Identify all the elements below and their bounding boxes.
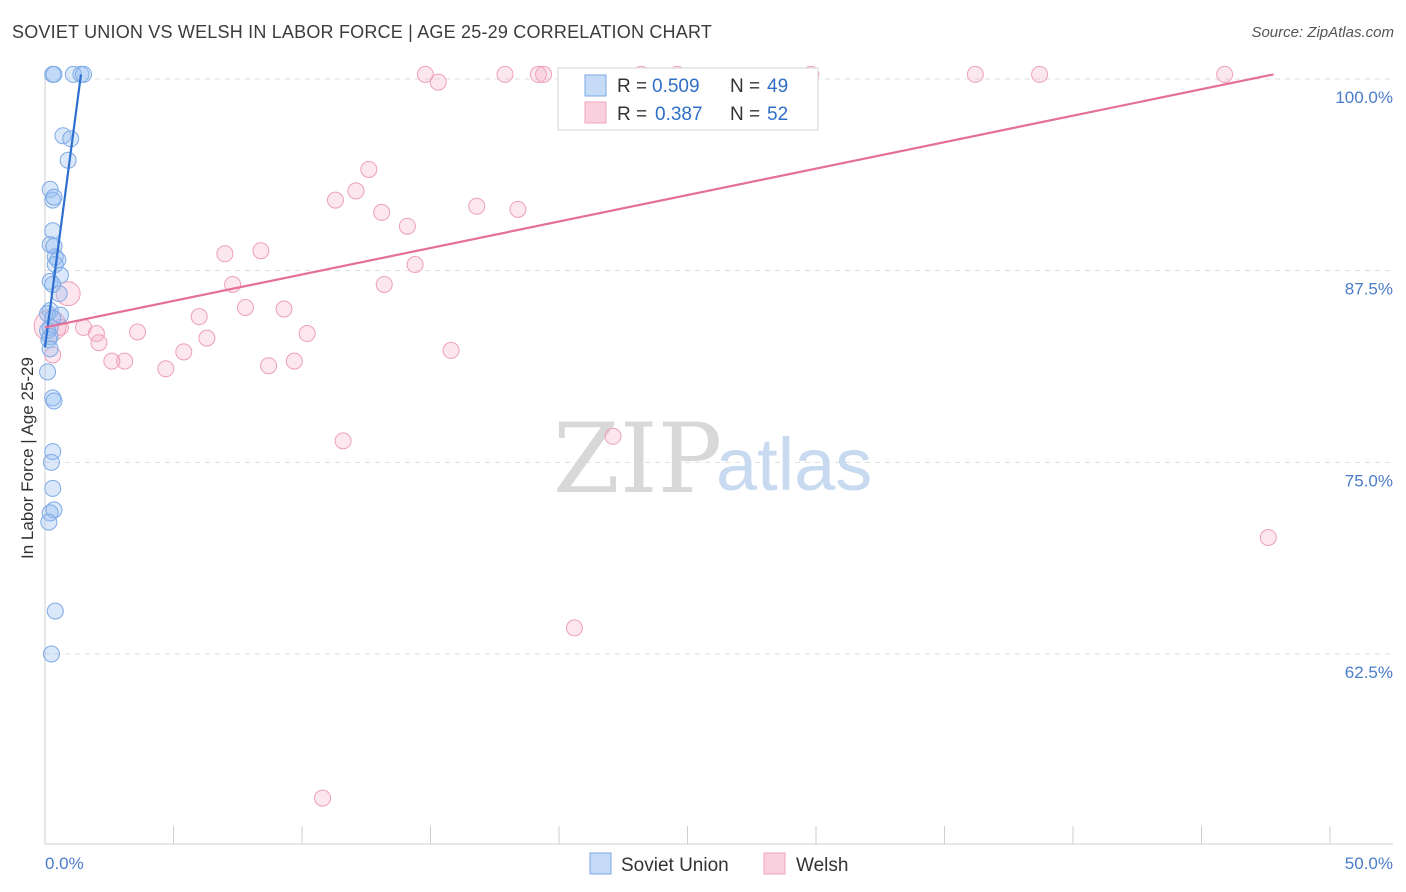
welsh-point (157, 360, 175, 378)
welsh-point (236, 298, 254, 316)
soviet-union-point (40, 513, 58, 531)
soviet-union-point (44, 443, 62, 461)
welsh-point (398, 217, 416, 235)
legend-n-value-2: 52 (767, 104, 788, 125)
welsh-point (535, 65, 553, 83)
legend-r-value-1: 0.509 (652, 76, 700, 97)
soviet-union-point (44, 222, 62, 240)
y-tick-label: 100.0% (1335, 88, 1393, 107)
legend-r-label-1: R = (617, 76, 647, 97)
y-tick-labels: 62.5% 75.0% 87.5% 100.0% (1335, 88, 1393, 682)
legend-n-label-1: N = (730, 76, 760, 97)
soviet-union-point (45, 65, 63, 83)
welsh-point (529, 65, 547, 83)
legend-n-label-2: N = (730, 104, 760, 125)
soviet-union-point (39, 363, 57, 381)
soviet-union-point (45, 392, 63, 410)
welsh-point (1031, 65, 1049, 83)
welsh-point (252, 242, 270, 260)
trendlines (43, 73, 1274, 348)
welsh-point (326, 191, 344, 209)
welsh-point (103, 352, 121, 370)
welsh-point (373, 203, 391, 221)
welsh-point (275, 300, 293, 318)
welsh-point (314, 789, 332, 807)
soviet-union-point (45, 188, 63, 206)
welsh-point (496, 65, 514, 83)
welsh-point (468, 197, 486, 215)
soviet-union-trendline (43, 74, 83, 348)
welsh-point (90, 334, 108, 352)
welsh-point (175, 343, 193, 361)
welsh-point (285, 352, 303, 370)
series-legend-swatch-welsh (763, 852, 786, 875)
soviet-union-point (42, 453, 60, 471)
welsh-point (429, 73, 447, 91)
y-tick-label: 75.0% (1345, 471, 1393, 490)
y-axis-label: In Labor Force | Age 25-29 (18, 357, 37, 559)
welsh-point (509, 200, 527, 218)
x-tick-label-min: 0.0% (45, 854, 84, 873)
y-tick-label: 62.5% (1345, 663, 1393, 682)
welsh-point (260, 357, 278, 375)
soviet-union-point (46, 602, 64, 620)
welsh-point (604, 427, 622, 445)
stats-legend: R = 0.509 N = 49 R = 0.387 N = 52 (557, 67, 819, 131)
series-legend-label-welsh: Welsh (796, 855, 848, 876)
chart-title: SOVIET UNION VS WELSH IN LABOR FORCE | A… (12, 22, 713, 42)
soviet-union-point (75, 65, 93, 83)
welsh-point (347, 182, 365, 200)
welsh-point (198, 329, 216, 347)
series-legend-label-soviet-union: Soviet Union (621, 855, 729, 876)
watermark-atlas: atlas (716, 423, 872, 506)
x-tick-marks (44, 826, 1331, 844)
watermark: ZIP atlas (553, 403, 872, 515)
soviet-union-point (41, 180, 59, 198)
y-tick-label: 87.5% (1345, 280, 1393, 299)
welsh-point (55, 281, 81, 307)
welsh-point (360, 160, 378, 178)
legend-n-value-1: 49 (767, 76, 788, 97)
welsh-point (190, 308, 208, 326)
legend-r-value-2: 0.387 (655, 104, 703, 125)
welsh-point (298, 325, 316, 343)
welsh-point (216, 245, 234, 263)
welsh-point (406, 256, 424, 274)
welsh-point (416, 65, 434, 83)
welsh-point (334, 432, 352, 450)
legend-swatch-welsh (584, 101, 607, 124)
x-tick-label-max: 50.0% (1345, 854, 1393, 873)
legend-r-label-2: R = (617, 104, 647, 125)
watermark-zip: ZIP (553, 403, 722, 515)
soviet-union-point (44, 479, 62, 497)
soviet-union-points (39, 65, 93, 663)
soviet-union-point (42, 645, 60, 663)
gridlines (45, 78, 1393, 655)
legend-swatch-soviet-union (584, 74, 607, 97)
welsh-point (1216, 65, 1234, 83)
welsh-point (116, 352, 134, 370)
welsh-point (375, 275, 393, 293)
welsh-trendline (44, 73, 1274, 329)
welsh-point (129, 323, 147, 341)
series-legend-swatch-soviet-union (589, 852, 612, 875)
welsh-point (966, 65, 984, 83)
source-label: Source: ZipAtlas.com (1251, 24, 1394, 41)
series-legend: Soviet Union Welsh (589, 852, 848, 876)
soviet-union-point (41, 504, 59, 522)
welsh-point (1259, 528, 1277, 546)
welsh-point (565, 619, 583, 637)
welsh-point (442, 341, 460, 359)
